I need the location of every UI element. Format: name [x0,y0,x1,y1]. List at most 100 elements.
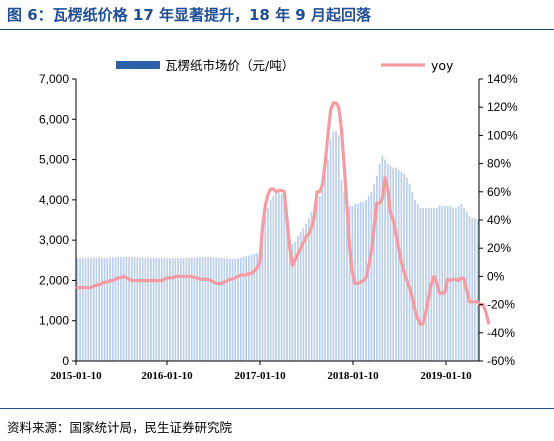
chart-canvas: 0 1,000 2,000 3,000 4,000 5,000 6,000 7,000 -60… [39,58,518,382]
price-bar [250,254,253,361]
price-bar [370,191,373,361]
price-bar [95,257,98,361]
price-bar [275,191,278,361]
right-tick-label: 140% [487,72,518,86]
price-bar [305,224,307,361]
price-bar [242,257,245,361]
price-bar [324,175,327,361]
price-bar [474,217,476,361]
price-bar [163,257,166,361]
price-bar [169,258,171,361]
x-tick-label: 2019-01-10 [420,370,472,382]
chart-legend: 瓦楞纸市场价（元/吨） yoy [116,58,454,73]
price-bar [188,257,190,361]
price-bar [171,258,174,361]
price-bar [228,258,231,361]
legend-line-label: yoy [431,58,454,73]
price-bar [452,207,454,361]
right-tick-label: -60% [487,354,515,368]
price-bar [471,217,474,361]
right-tick-label: 0% [487,269,505,283]
left-tick-label: 2,000 [39,273,69,287]
right-tick-label: 120% [487,100,518,114]
price-bar [92,257,95,361]
price-bar [185,257,188,361]
price-bar [351,205,354,361]
price-bar [139,257,141,361]
price-bar [313,205,316,361]
price-bar [267,207,269,361]
price-bar [291,244,294,361]
price-bar [405,177,408,361]
price-bar [147,257,150,361]
source-divider [0,408,554,409]
price-bar [103,257,106,361]
right-tick-label: 60% [487,185,511,199]
price-bar [288,240,291,361]
price-bar [316,199,318,361]
price-bar [340,179,343,361]
price-bar [294,242,297,361]
price-bar [321,187,324,361]
right-tick-label: 40% [487,213,511,227]
price-bar [81,257,84,361]
right-tick-label: 100% [487,128,518,142]
price-bar [253,253,256,361]
price-bar [130,257,133,361]
price-bar [441,205,444,361]
price-bar [234,258,237,361]
price-bar [378,163,381,361]
price-bar [449,205,452,361]
price-bar [218,257,220,361]
price-bar [389,165,392,361]
price-bar [141,257,144,361]
price-bar [87,257,90,361]
price-bar [215,257,218,361]
price-bar [427,207,430,361]
price-bar [150,257,152,361]
price-bar [286,220,288,361]
price-bar [386,163,389,361]
price-bar [408,183,411,361]
price-bar [204,257,207,361]
price-bar [416,203,419,361]
price-bar [337,135,340,361]
yoy-line [75,101,491,326]
price-bar [79,258,81,361]
price-bar [136,257,139,361]
x-axis-ticks: 2015-01-10 2016-01-10 2017-01-10 2018-01-10… [50,361,472,382]
price-bar [297,236,299,361]
price-bar [106,257,109,361]
price-bar [158,257,160,361]
price-bar [133,257,136,361]
price-bar [220,257,223,361]
price-bar [125,257,128,361]
price-bar [109,257,111,361]
price-bar [433,207,435,361]
price-bar [256,253,258,361]
title-divider [0,29,554,30]
price-bar [199,257,201,361]
price-bar [277,191,280,361]
price-bar [444,205,446,361]
price-bar [310,211,313,361]
price-bar [231,258,234,361]
price-bar [128,257,130,361]
price-bar [98,257,101,361]
right-tick-label: -40% [487,326,515,340]
price-bar [438,205,441,361]
left-tick-label: 6,000 [39,112,69,126]
left-tick-label: 7,000 [39,72,69,86]
price-bar [207,257,209,361]
left-tick-label: 1,000 [39,314,69,328]
left-tick-label: 4,000 [39,193,69,207]
price-bar [223,258,226,361]
right-axis-ticks: -60% -40% -20% 0% 20% 40% 60% 80% 100% 120% 140% [479,72,518,368]
price-bar [155,257,158,361]
right-tick-label: 20% [487,241,511,255]
price-bar [190,257,193,361]
price-bar [177,258,179,361]
price-bar [343,191,346,361]
price-bar [454,207,457,361]
price-bar [283,199,286,361]
